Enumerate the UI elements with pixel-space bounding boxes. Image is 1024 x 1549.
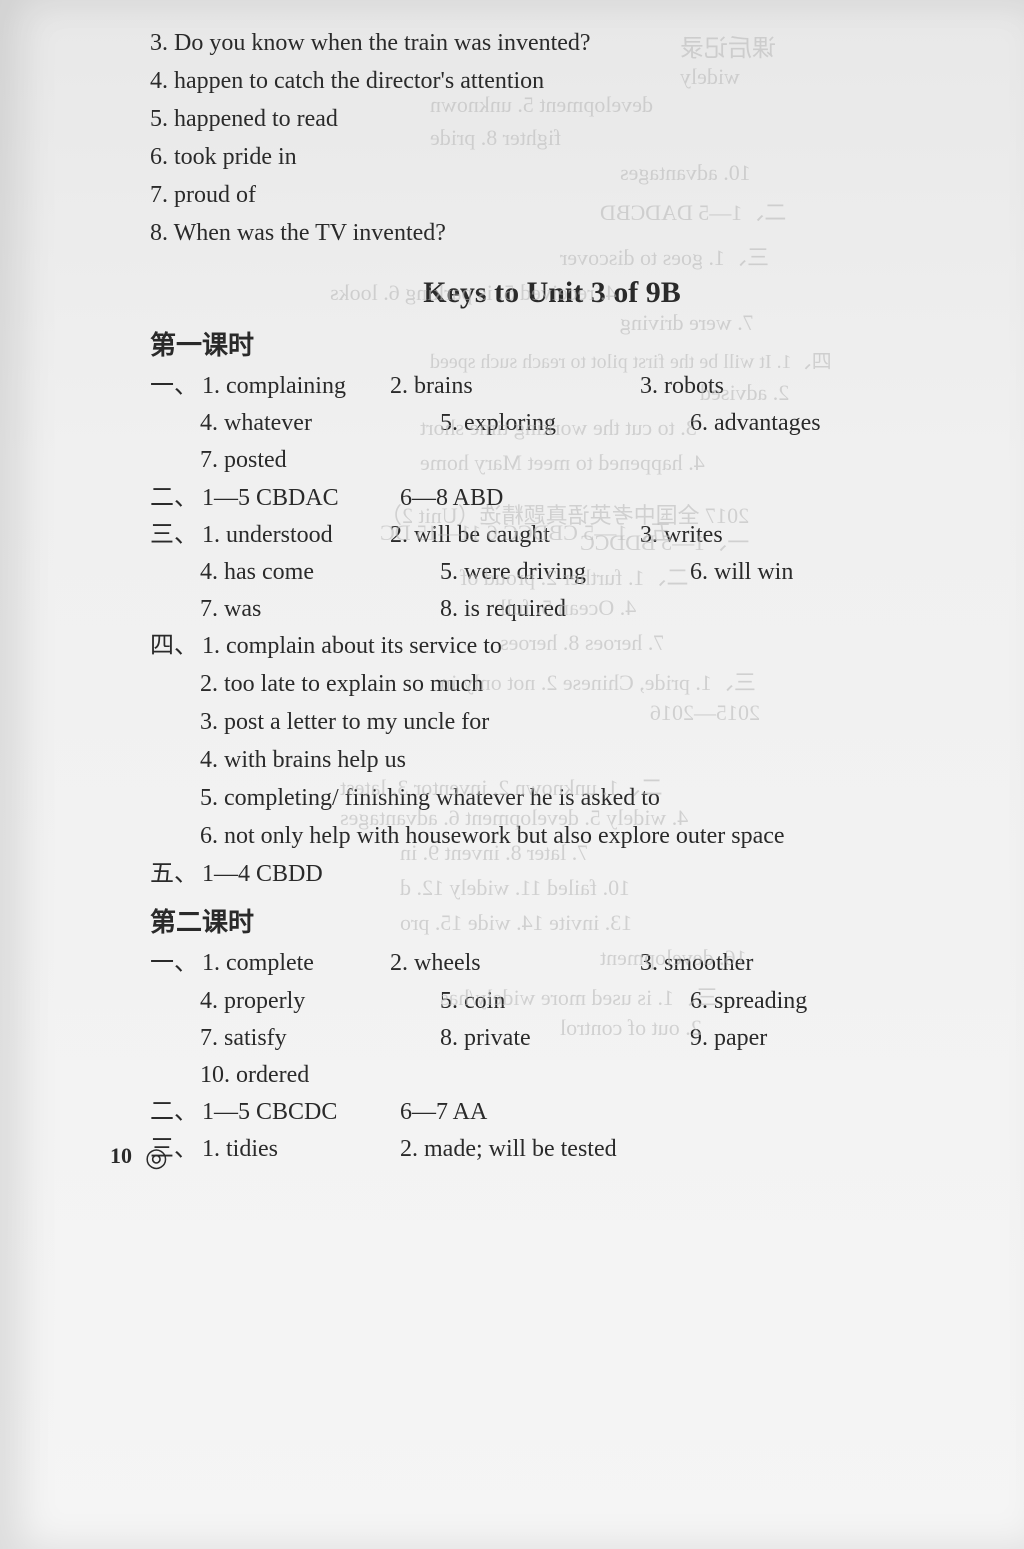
section-prefix: 四、 (150, 633, 198, 659)
lesson2-section2: 二、1—5 CBCDC 6—7 AA (150, 1094, 954, 1131)
answer-text: 1—4 CBDD (202, 861, 323, 887)
answer-text (690, 591, 954, 628)
answer-text (440, 442, 690, 479)
answer-text: 8. private (440, 1020, 690, 1057)
answer-line: 四、1. complain about its service to (150, 628, 954, 664)
page-number: 10 (110, 1143, 132, 1169)
answer-text: 1. complete (202, 950, 314, 976)
answer-text: 2. made; will be tested (400, 1131, 954, 1168)
answer-text: 6—8 ABD (400, 480, 954, 517)
answer-text: 6. spreading (690, 983, 954, 1020)
section-prefix: 二、 (150, 485, 198, 511)
answer-text: 4. has come (150, 554, 440, 591)
sentence-item: 5. happened to read (150, 101, 954, 137)
sentence-item: 4. happen to catch the director's attent… (150, 63, 954, 99)
answer-text: 10. ordered (150, 1057, 440, 1094)
answer-text: 7. satisfy (150, 1020, 440, 1057)
answer-row: 4. has come5. were driving6. will win (150, 554, 954, 591)
answer-text (690, 1057, 954, 1094)
lesson1-section4: 四、1. complain about its service to2. too… (150, 628, 954, 854)
answer-text: 6. will win (690, 554, 954, 591)
sentence-item: 3. Do you know when the train was invent… (150, 25, 954, 61)
section-prefix: 一、 (150, 950, 198, 976)
sentence-item: 7. proud of (150, 177, 954, 213)
lesson1-section2: 二、1—5 CBDAC 6—8 ABD (150, 480, 954, 517)
answer-text: 7. posted (150, 442, 440, 479)
answer-key-title: Keys to Unit 3 of 9B (150, 276, 954, 310)
answer-text: 1. understood (202, 522, 333, 548)
answer-row: 7. posted (150, 442, 954, 479)
answer-line: 4. with brains help us (150, 742, 954, 778)
answer-row: 一、1. complete 2. wheels3. smoother (150, 945, 954, 982)
answer-text: 2. will be caught (390, 517, 640, 554)
lesson2-heading: 第二课时 (150, 902, 954, 939)
top-sentence-list: 3. Do you know when the train was invent… (150, 25, 954, 251)
answer-line: 3. post a letter to my uncle for (150, 704, 954, 740)
answer-text: 1. complain about its service to (202, 633, 502, 659)
answer-text: 1—5 CBDAC (202, 485, 339, 511)
answer-line: 5. completing/ finishing whatever he is … (150, 780, 954, 816)
answer-row: 7. was8. is required (150, 591, 954, 628)
answer-line: 2. too late to explain so much (150, 666, 954, 702)
answer-row: 10. ordered (150, 1057, 954, 1094)
answer-text (690, 442, 954, 479)
answer-text: 5. were driving (440, 554, 690, 591)
answer-text: 1. complaining (202, 373, 346, 399)
sentence-item: 6. took pride in (150, 139, 954, 175)
lesson1-section1: 一、1. complaining2. brains3. robots4. wha… (150, 368, 954, 480)
section-prefix: 五、 (150, 861, 198, 887)
answer-text: 7. was (150, 591, 440, 628)
answer-text: 6. advantages (690, 405, 954, 442)
answer-row: 4. whatever5. exploring6. advantages (150, 405, 954, 442)
answer-text: 4. whatever (150, 405, 440, 442)
section-prefix: 二、 (150, 1099, 198, 1125)
answer-text: 6—7 AA (400, 1094, 954, 1131)
answer-row: 4. properly5. coin6. spreading (150, 983, 954, 1020)
answer-text: 5. coin (440, 983, 690, 1020)
answer-line: 6. not only help with housework but also… (150, 818, 954, 854)
worksheet-page: 课后记录widelydevelopment 5. unknownfighter … (0, 0, 1024, 1549)
answer-text: 4. properly (150, 983, 440, 1020)
answer-text: 2. brains (390, 368, 640, 405)
lesson1-section3: 三、1. understood 2. will be caught3. write… (150, 517, 954, 629)
answer-row: 7. satisfy8. private9. paper (150, 1020, 954, 1057)
answer-text: 1—5 CBCDC (202, 1099, 337, 1125)
answer-text: 8. is required (440, 591, 690, 628)
answer-row: 三、1. understood 2. will be caught3. write… (150, 517, 954, 554)
lesson2-section3: 三、1. tidies 2. made; will be tested (150, 1131, 954, 1168)
answer-text: 3. writes (640, 517, 954, 554)
answer-text: 3. robots (640, 368, 954, 405)
sentence-item: 8. When was the TV invented? (150, 215, 954, 251)
section-prefix: 三、 (150, 522, 198, 548)
answer-text: 9. paper (690, 1020, 954, 1057)
lesson1-section5: 五、1—4 CBDD (150, 856, 954, 892)
lesson2-section1: 一、1. complete2. wheels3. smoother4. prop… (150, 945, 954, 1094)
section-prefix: 一、 (150, 373, 198, 399)
answer-text: 1. tidies (202, 1136, 278, 1162)
answer-text (440, 1057, 690, 1094)
page-icon: ◎ (145, 1143, 168, 1173)
answer-text: 2. wheels (390, 945, 640, 982)
answer-row: 一、1. complaining 2. brains3. robots (150, 368, 954, 405)
answer-text: 3. smoother (640, 945, 954, 982)
answer-text: 5. exploring (440, 405, 690, 442)
lesson1-heading: 第一课时 (150, 325, 954, 362)
